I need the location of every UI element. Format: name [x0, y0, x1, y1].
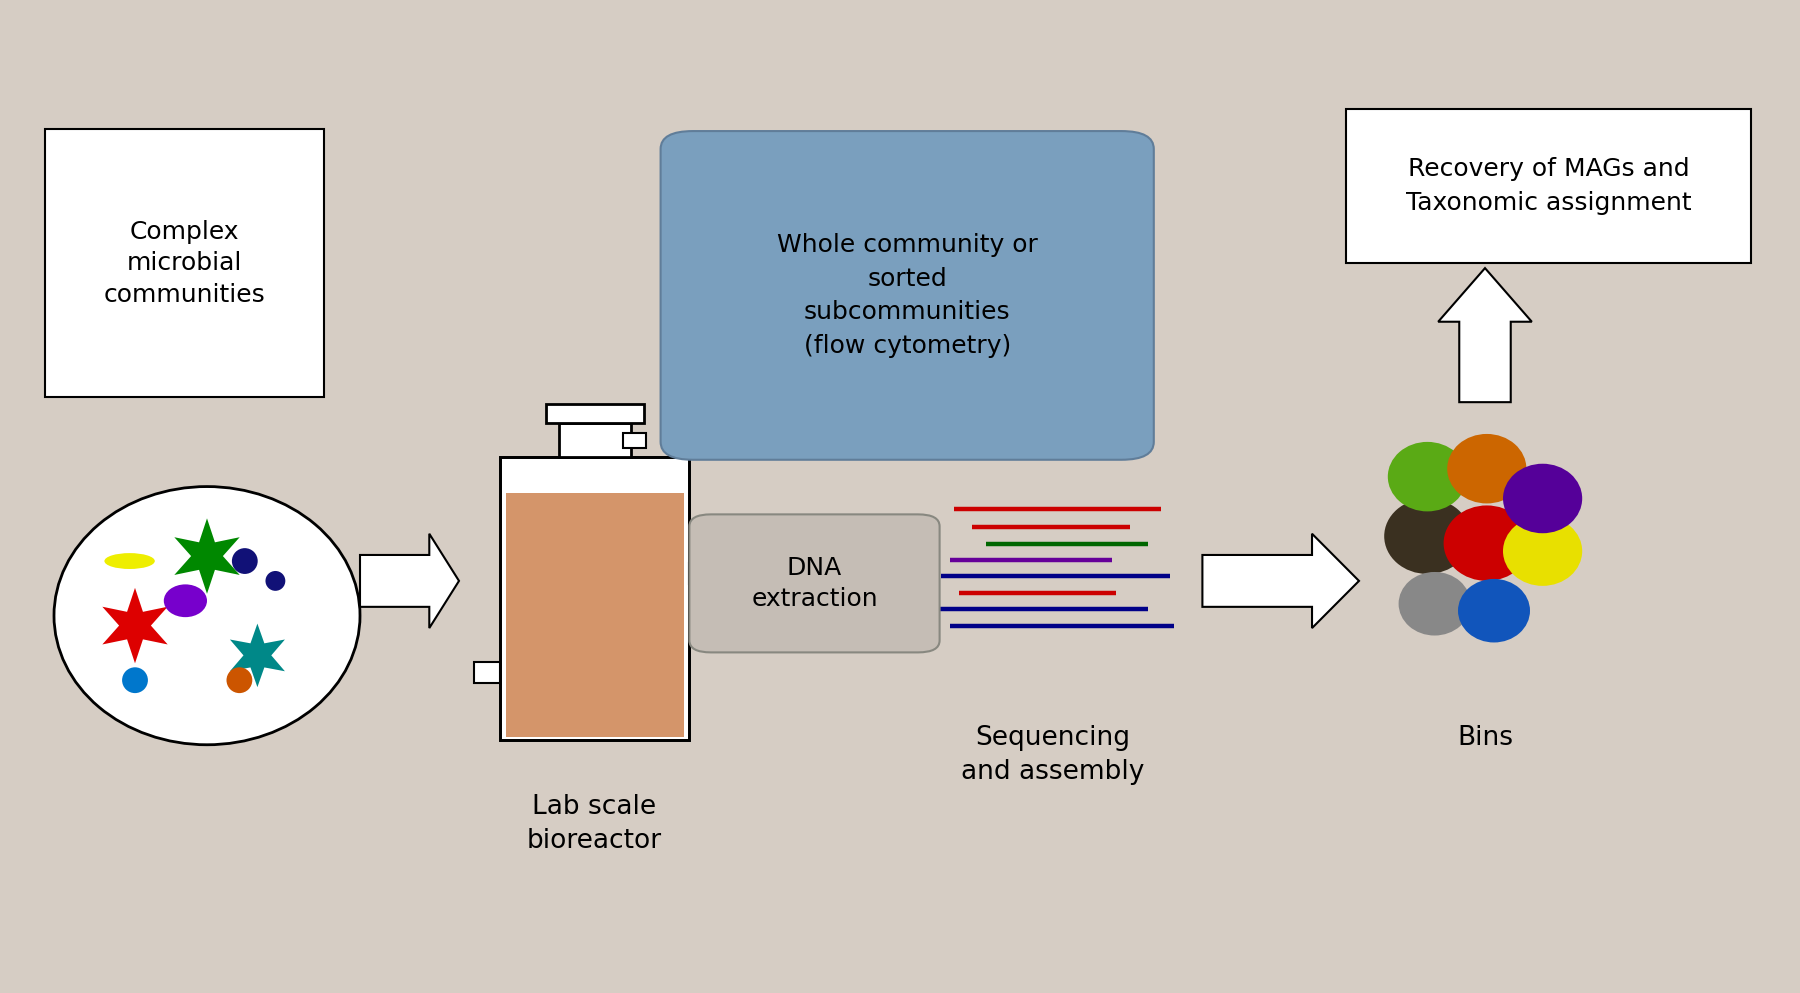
Polygon shape — [1438, 268, 1532, 402]
Ellipse shape — [227, 667, 252, 693]
Polygon shape — [103, 588, 167, 663]
FancyBboxPatch shape — [1346, 109, 1751, 263]
Ellipse shape — [1384, 498, 1471, 574]
Ellipse shape — [1503, 464, 1582, 533]
Ellipse shape — [1447, 434, 1526, 503]
Text: Lab scale
bioreactor: Lab scale bioreactor — [526, 794, 662, 854]
Ellipse shape — [1399, 572, 1471, 636]
Text: Sequencing
and assembly: Sequencing and assembly — [961, 725, 1145, 784]
FancyBboxPatch shape — [689, 563, 716, 584]
FancyBboxPatch shape — [560, 423, 630, 457]
Ellipse shape — [1503, 516, 1582, 586]
FancyBboxPatch shape — [45, 129, 324, 397]
FancyBboxPatch shape — [545, 404, 644, 423]
FancyBboxPatch shape — [473, 662, 500, 683]
Ellipse shape — [232, 548, 257, 574]
Polygon shape — [711, 534, 927, 629]
Ellipse shape — [164, 584, 207, 617]
FancyBboxPatch shape — [623, 433, 646, 448]
FancyBboxPatch shape — [506, 493, 684, 737]
Ellipse shape — [54, 487, 360, 745]
Text: Recovery of MAGs and
Taxonomic assignment: Recovery of MAGs and Taxonomic assignmen… — [1406, 158, 1692, 214]
Text: Complex
microbial
communities: Complex microbial communities — [104, 219, 265, 307]
Ellipse shape — [1444, 505, 1530, 581]
Ellipse shape — [1388, 442, 1467, 511]
FancyBboxPatch shape — [500, 457, 689, 740]
Polygon shape — [175, 518, 239, 594]
Polygon shape — [1202, 534, 1359, 629]
Ellipse shape — [122, 667, 148, 693]
Ellipse shape — [104, 553, 155, 569]
Polygon shape — [360, 534, 459, 629]
Polygon shape — [230, 624, 284, 687]
Text: Whole community or
sorted
subcommunities
(flow cytometry): Whole community or sorted subcommunities… — [778, 233, 1037, 357]
FancyBboxPatch shape — [689, 514, 940, 652]
Text: DNA
extraction: DNA extraction — [751, 556, 878, 611]
Ellipse shape — [1458, 579, 1530, 642]
Text: Bins: Bins — [1456, 725, 1514, 751]
Ellipse shape — [265, 571, 286, 591]
FancyBboxPatch shape — [661, 131, 1154, 460]
